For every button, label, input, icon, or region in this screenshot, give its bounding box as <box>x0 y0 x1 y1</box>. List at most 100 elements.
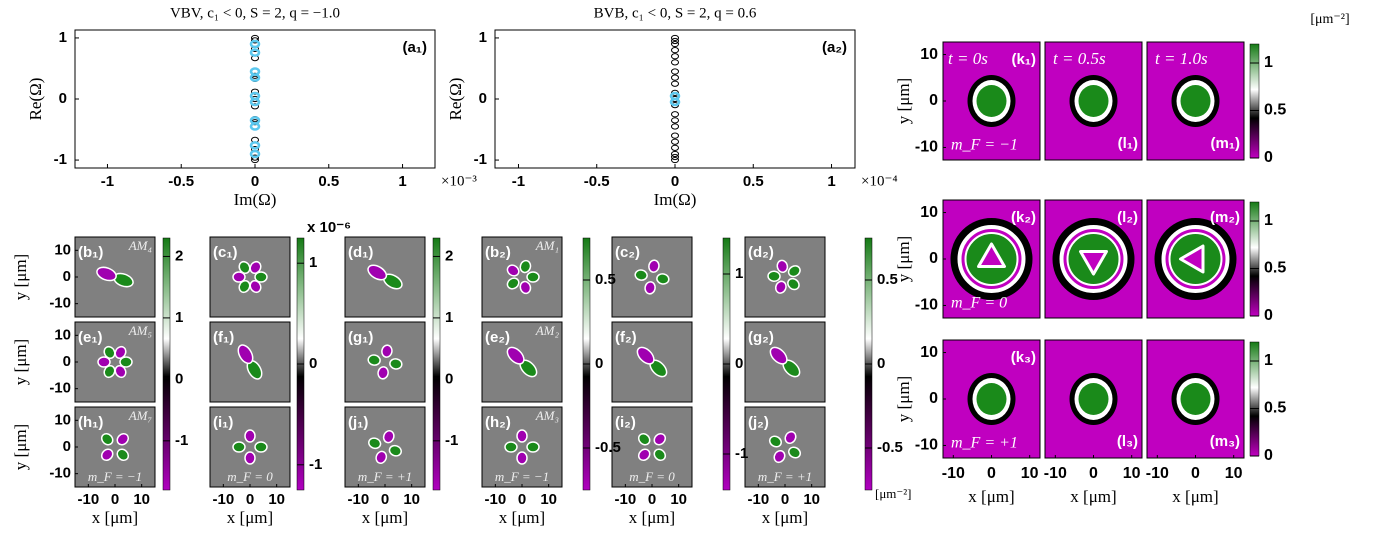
x-tick-label: -10 <box>1044 465 1067 482</box>
colorbar-tick-label: 0.5 <box>1264 400 1286 417</box>
panel-label: (c₁) <box>213 244 238 261</box>
density-map: (b₂) AM₁ <box>481 236 563 318</box>
y-tick-label: 0 <box>479 90 487 107</box>
colorbar-tick-label: 1 <box>1264 54 1273 71</box>
chart-title: VBV, c₁ < 0, S = 2, q = −1.0 <box>170 5 340 21</box>
colorbar-tick-label: 1 <box>1264 212 1273 229</box>
y-tick-label: 0 <box>59 90 67 107</box>
panel-label: (l₁) <box>1118 135 1138 152</box>
mode-label: AM₃ <box>535 408 559 423</box>
mode-label: AM₄ <box>128 238 153 253</box>
vortex-core <box>977 242 1006 268</box>
x-axis-label: x [μm] <box>1172 487 1218 506</box>
density-map: (e₁) AM₅ <box>74 321 156 403</box>
eigenvalue-fill <box>249 39 261 49</box>
x-axis-label: x [μm] <box>1070 487 1116 506</box>
density-map: (h₁) AM₇ m_F = −1 <box>74 406 156 488</box>
map-background <box>344 406 426 488</box>
mf-label: m_F = −1 <box>88 469 142 484</box>
panel-label: (e₂) <box>485 329 510 346</box>
time-label: t = 0.5s <box>1053 49 1106 68</box>
map-background <box>209 236 291 318</box>
lobe <box>787 277 800 291</box>
lobe <box>114 345 127 359</box>
eigenvalue <box>671 123 679 130</box>
y-axis-label: y [μm] <box>11 339 30 385</box>
lobe <box>238 260 251 274</box>
blob-core <box>1078 85 1109 117</box>
x-tick-label: -10 <box>484 491 506 508</box>
vortex-core <box>1179 244 1205 274</box>
lobe <box>367 264 388 281</box>
lobe <box>636 346 655 365</box>
eigenvalue <box>671 34 679 42</box>
lobe <box>100 448 114 462</box>
density-map: (d₂) <box>744 236 826 318</box>
map-background <box>344 321 426 403</box>
x-tick-label: 0 <box>781 491 789 508</box>
x-tick-label: 10 <box>268 491 285 508</box>
lobe <box>637 448 651 462</box>
ring-light <box>1161 225 1230 293</box>
y-tick-label: 0 <box>929 92 938 109</box>
panel-label: (g₂) <box>748 329 774 346</box>
y-tick-label: 10 <box>920 344 938 361</box>
panel-label: (m₂) <box>1210 209 1240 226</box>
eigenvalue-fill <box>249 91 261 101</box>
eigenvalue-fill <box>249 116 261 125</box>
time-label: t = 0s <box>948 49 988 68</box>
eigenvalue-fill <box>249 141 261 150</box>
mode-label: AM₅ <box>128 323 152 338</box>
density-map: (g₁) <box>344 321 426 403</box>
x-tick-label: 10 <box>133 491 150 508</box>
colorbar-tick-label: 0 <box>1264 307 1273 324</box>
density-map: (j₂) m_F = +1 <box>744 406 826 488</box>
density-map: (f₁) <box>209 321 291 403</box>
colorbar-tick-label: -1 <box>175 432 188 449</box>
mode-label: AM₁ <box>535 238 559 253</box>
density-map: (j₁) m_F = +1 <box>344 406 426 488</box>
x-tick-label: -10 <box>77 491 99 508</box>
y-tick-label: -10 <box>915 297 938 314</box>
eigenvalue <box>671 153 679 161</box>
x-tick-label: 10 <box>1123 465 1141 482</box>
mode-label: AM₇ <box>128 408 153 423</box>
panel-label: (f₁) <box>213 329 234 346</box>
panel-label: (k₂) <box>1011 209 1036 226</box>
lobe <box>96 266 117 282</box>
colorbar-unit: [μm⁻²] <box>875 486 912 501</box>
lobe <box>506 346 525 365</box>
colorbar-tick-label: 1 <box>175 309 183 326</box>
panel-label: (j₂) <box>748 414 769 431</box>
colorbar-exponent: x 10⁻⁶ <box>307 219 351 236</box>
map-background <box>481 236 563 318</box>
lobe <box>773 450 786 464</box>
y-tick-label: 10 <box>920 204 938 221</box>
colorbar <box>162 237 171 491</box>
mf-label: m_F = +1 <box>951 435 1018 452</box>
lobe <box>653 448 667 462</box>
lobe <box>784 430 797 444</box>
eigenvalue <box>671 74 679 81</box>
panel-label: (l₂) <box>1117 209 1138 226</box>
lobe <box>769 346 788 365</box>
lobe <box>381 344 393 358</box>
eigenvalue-fill <box>249 67 261 76</box>
y-axis-label: y [μm] <box>894 78 913 124</box>
eigenvalue <box>251 154 259 161</box>
y-tick-label: -10 <box>49 295 71 312</box>
density-map: (d₁) <box>344 236 426 318</box>
colorbar-tick-label: -1 <box>445 432 458 449</box>
density-map: (k₃) m_F = +1 <box>942 339 1041 459</box>
colorbar-tick-label: -1 <box>735 445 748 462</box>
panel-label: (i₁) <box>213 414 233 431</box>
x-tick-label: -10 <box>347 491 369 508</box>
lobe <box>788 446 802 459</box>
x-multiplier: ×10⁻³ <box>441 173 477 189</box>
lobe <box>244 451 256 465</box>
density-map: (c₂) <box>611 236 693 318</box>
y-tick-label: 10 <box>54 326 71 343</box>
lobe <box>368 437 382 450</box>
x-tick-label: -1 <box>512 173 525 190</box>
